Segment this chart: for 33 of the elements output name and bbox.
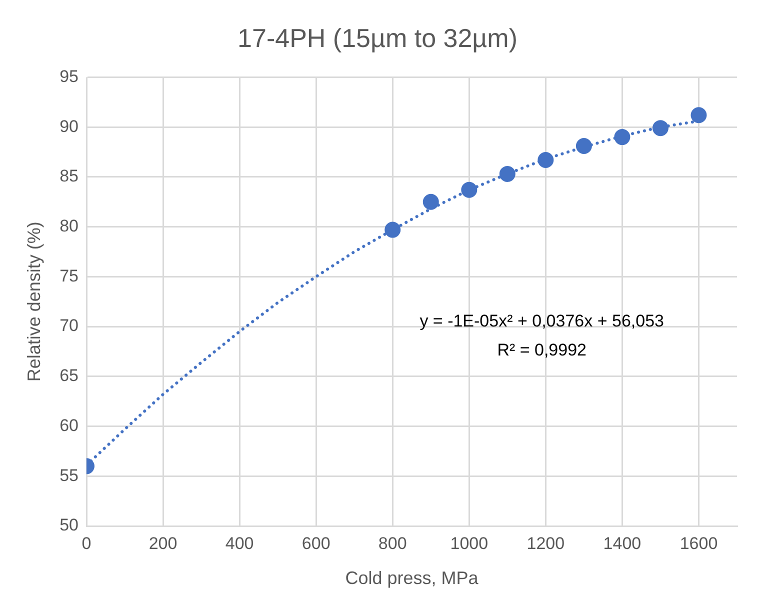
y-tick-label: 90 xyxy=(60,116,79,136)
y-tick-label: 60 xyxy=(60,416,79,435)
y-tick-label: 55 xyxy=(60,466,79,485)
x-tick-label: 200 xyxy=(148,534,178,553)
point xyxy=(576,138,592,154)
point xyxy=(422,194,439,210)
y-tick-label: 85 xyxy=(60,166,79,186)
x-tick-label: 800 xyxy=(378,534,407,553)
annotation: R² = 0,9992 xyxy=(497,340,587,360)
chart-title: 17-4PH (15µm to 32µm) xyxy=(238,22,518,53)
point xyxy=(538,152,554,168)
y-tick-label: 75 xyxy=(60,266,79,286)
x-axis-title: Cold press, MPa xyxy=(345,568,480,588)
point xyxy=(614,129,630,146)
y-tick-label: 70 xyxy=(60,316,79,336)
x-tick-label: 1000 xyxy=(450,534,488,553)
point xyxy=(499,166,516,182)
x-tick-label: 400 xyxy=(225,534,254,553)
x-tick-label: 0 xyxy=(82,534,92,553)
y-tick-label: 80 xyxy=(60,216,79,236)
point xyxy=(690,107,707,124)
x-tick-label: 600 xyxy=(302,534,330,553)
point xyxy=(384,222,401,238)
point xyxy=(652,120,668,136)
y-tick-label: 65 xyxy=(60,366,79,386)
x-tick-label: 1200 xyxy=(526,534,565,553)
point xyxy=(461,182,478,198)
annotation: y = -1E-05x² + 0,0376x + 56,053 xyxy=(420,311,664,330)
x-tick-label: 1400 xyxy=(603,534,642,553)
y-tick-label: 95 xyxy=(60,66,79,86)
x-tick-label: 1600 xyxy=(680,534,718,553)
y-axis-title: Relative density (%) xyxy=(24,222,44,382)
y-tick-label: 50 xyxy=(60,516,79,535)
